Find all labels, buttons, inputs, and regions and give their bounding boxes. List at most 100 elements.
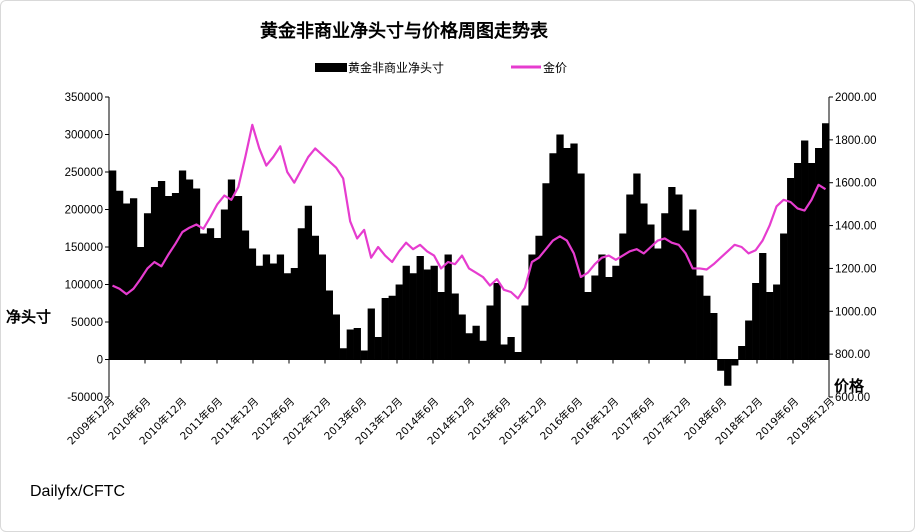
net-position-bar	[549, 153, 557, 360]
net-position-bar	[773, 284, 781, 360]
source-label: Dailyfx/CFTC	[30, 483, 125, 500]
net-position-bar	[542, 183, 550, 360]
right-tick-label: 1200.00	[835, 263, 877, 275]
net-position-bar	[360, 350, 368, 360]
net-position-bar	[668, 187, 676, 360]
right-tick-label: 1800.00	[835, 135, 877, 147]
net-position-bar	[654, 248, 662, 360]
net-position-bar	[143, 213, 152, 360]
gold-price-line	[112, 123, 827, 300]
net-position-bar	[213, 238, 222, 360]
net-position-bar	[647, 224, 655, 360]
net-position-bar	[171, 193, 180, 360]
net-position-bar	[122, 203, 131, 360]
net-position-bar	[115, 190, 124, 360]
net-position-bar	[675, 194, 683, 360]
net-position-bar	[157, 181, 166, 360]
net-position-bar	[416, 256, 424, 360]
net-position-bar	[395, 284, 403, 360]
net-position-bar	[185, 179, 194, 360]
net-position-bar	[150, 187, 159, 360]
net-position-bar	[486, 305, 494, 360]
right-tick-label: 1600.00	[835, 178, 877, 190]
net-position-bar	[794, 163, 802, 360]
net-position-bar	[528, 254, 536, 360]
net-position-bar	[598, 254, 606, 360]
left-tick-label: 300000	[65, 130, 103, 142]
net-position-bar	[437, 292, 445, 360]
net-position-bar	[206, 228, 215, 360]
net-position-bar	[815, 148, 823, 360]
left-tick-label: 200000	[65, 205, 103, 217]
net-position-bar	[479, 340, 487, 360]
left-tick-label: 0	[97, 355, 103, 367]
right-tick-label: 1400.00	[835, 221, 877, 233]
left-tick-label: 100000	[65, 280, 103, 292]
net-position-bar	[283, 273, 292, 360]
net-position-bar	[472, 325, 480, 360]
net-position-bar	[353, 328, 361, 360]
net-position-bar	[822, 123, 830, 360]
net-position-bar	[584, 292, 592, 360]
left-axis-ticks: -50000 0 50000 100000 150000 200000 250000 3000…	[65, 92, 109, 404]
net-position-bar	[577, 173, 585, 360]
left-tick-label: 150000	[65, 242, 103, 254]
net-position-bar	[367, 308, 375, 360]
net-position-bar	[507, 337, 515, 360]
net-position-bar	[591, 275, 599, 360]
net-position-bar	[724, 359, 732, 386]
net-position-bar	[262, 254, 271, 360]
chart-title: 黄金非商业净头寸与价格周图走势表	[260, 20, 549, 42]
net-position-bar	[521, 305, 529, 360]
net-position-bar	[276, 254, 285, 360]
net-position-bar	[164, 196, 173, 360]
left-axis-title: 净头寸	[6, 308, 51, 326]
left-tick-label: 350000	[65, 92, 103, 104]
net-position-bar	[241, 230, 250, 360]
net-position-bar	[689, 209, 697, 360]
left-tick-label: -50000	[67, 392, 103, 404]
net-position-bars	[109, 123, 830, 386]
net-position-bar	[234, 196, 243, 360]
net-position-bar	[332, 314, 340, 360]
net-position-bar	[423, 269, 431, 360]
right-tick-label: 1000.00	[835, 306, 877, 318]
net-position-bar	[178, 170, 187, 360]
net-position-bar	[752, 283, 760, 360]
net-position-bar	[563, 148, 571, 360]
net-position-bar	[633, 173, 641, 360]
net-position-bar	[290, 268, 299, 360]
net-position-bar	[759, 253, 767, 360]
net-position-bar	[661, 213, 669, 360]
net-position-bar	[325, 290, 333, 360]
net-position-bar	[297, 228, 306, 360]
net-position-bar	[766, 292, 774, 360]
net-position-bar	[318, 254, 326, 360]
net-position-bar	[731, 359, 739, 366]
net-position-bar	[430, 265, 438, 360]
net-position-bar	[199, 233, 208, 360]
net-position-bar	[444, 254, 452, 360]
net-position-bar	[451, 293, 459, 360]
right-axis-title: 价格	[834, 377, 865, 395]
right-tick-label: 2000.00	[835, 92, 877, 104]
net-position-bar	[381, 298, 389, 360]
net-position-bar	[556, 134, 564, 360]
net-position-bar	[402, 265, 410, 360]
net-position-bar	[227, 179, 236, 360]
x-axis-ticks: 2009年12月2010年6月2010年12月2011年6月2011年12月20…	[65, 359, 837, 447]
net-position-bar	[514, 352, 522, 360]
net-position-bar	[612, 265, 620, 360]
net-position-bar	[710, 313, 718, 360]
legend-label-bars: 黄金非商业净头寸	[348, 60, 444, 75]
net-position-bar	[304, 205, 313, 360]
right-tick-label: 600.00	[835, 392, 870, 404]
net-position-bar	[136, 247, 145, 360]
right-tick-label: 800.00	[835, 349, 870, 361]
net-position-bar	[339, 348, 347, 360]
net-position-bar	[255, 265, 264, 360]
net-position-bar	[801, 140, 809, 360]
net-position-bar	[640, 203, 648, 360]
net-position-bar	[374, 337, 382, 360]
